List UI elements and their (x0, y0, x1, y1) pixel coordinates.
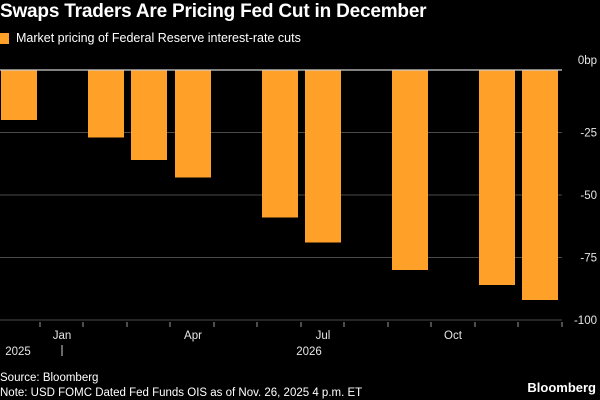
legend-swatch (0, 32, 9, 44)
y-tick-label: -100 (574, 315, 597, 327)
bar-jun-2026 (262, 70, 298, 218)
legend-label: Market pricing of Federal Reserve intere… (16, 31, 301, 45)
bar-chart: 0bp -25 -50 -75 -100 Jan Apr Jul Oct 2025 2026 (0, 55, 597, 358)
bar-dec-2025 (1, 70, 37, 120)
y-tick-label: -75 (580, 253, 597, 265)
x-axis: Jan Apr Jul Oct 2025 2026 (5, 322, 563, 358)
year-label: 2026 (296, 346, 322, 358)
bar-oct-2026 (479, 70, 515, 285)
x-tick-label: Apr (184, 330, 202, 342)
bar-apr-2026 (175, 70, 211, 178)
note-text: Note: USD FOMC Dated Fed Funds OIS as of… (0, 387, 363, 399)
chart-title: Swaps Traders Are Pricing Fed Cut in Dec… (0, 1, 427, 22)
y-tick-label: -25 (580, 128, 597, 140)
source-text: Source: Bloomberg (0, 372, 99, 384)
bar-sep-2026 (392, 70, 428, 270)
x-tick-label: Jan (53, 330, 72, 342)
y-axis: 0bp -25 -50 -75 -100 (574, 55, 597, 327)
bar-jan-2026 (88, 70, 124, 138)
bloomberg-logo: Bloomberg (527, 380, 596, 395)
year-label: 2025 (5, 346, 31, 358)
bars (1, 70, 558, 300)
bar-mar-2026 (131, 70, 167, 160)
legend: Market pricing of Federal Reserve intere… (0, 31, 301, 45)
y-tick-label: -50 (580, 190, 597, 202)
bar-dec-2026 (522, 70, 558, 300)
x-tick-label: Oct (444, 330, 463, 342)
x-tick-label: Jul (316, 330, 331, 342)
y-tick-label: 0bp (578, 55, 597, 67)
bar-jul-2026 (305, 70, 341, 243)
